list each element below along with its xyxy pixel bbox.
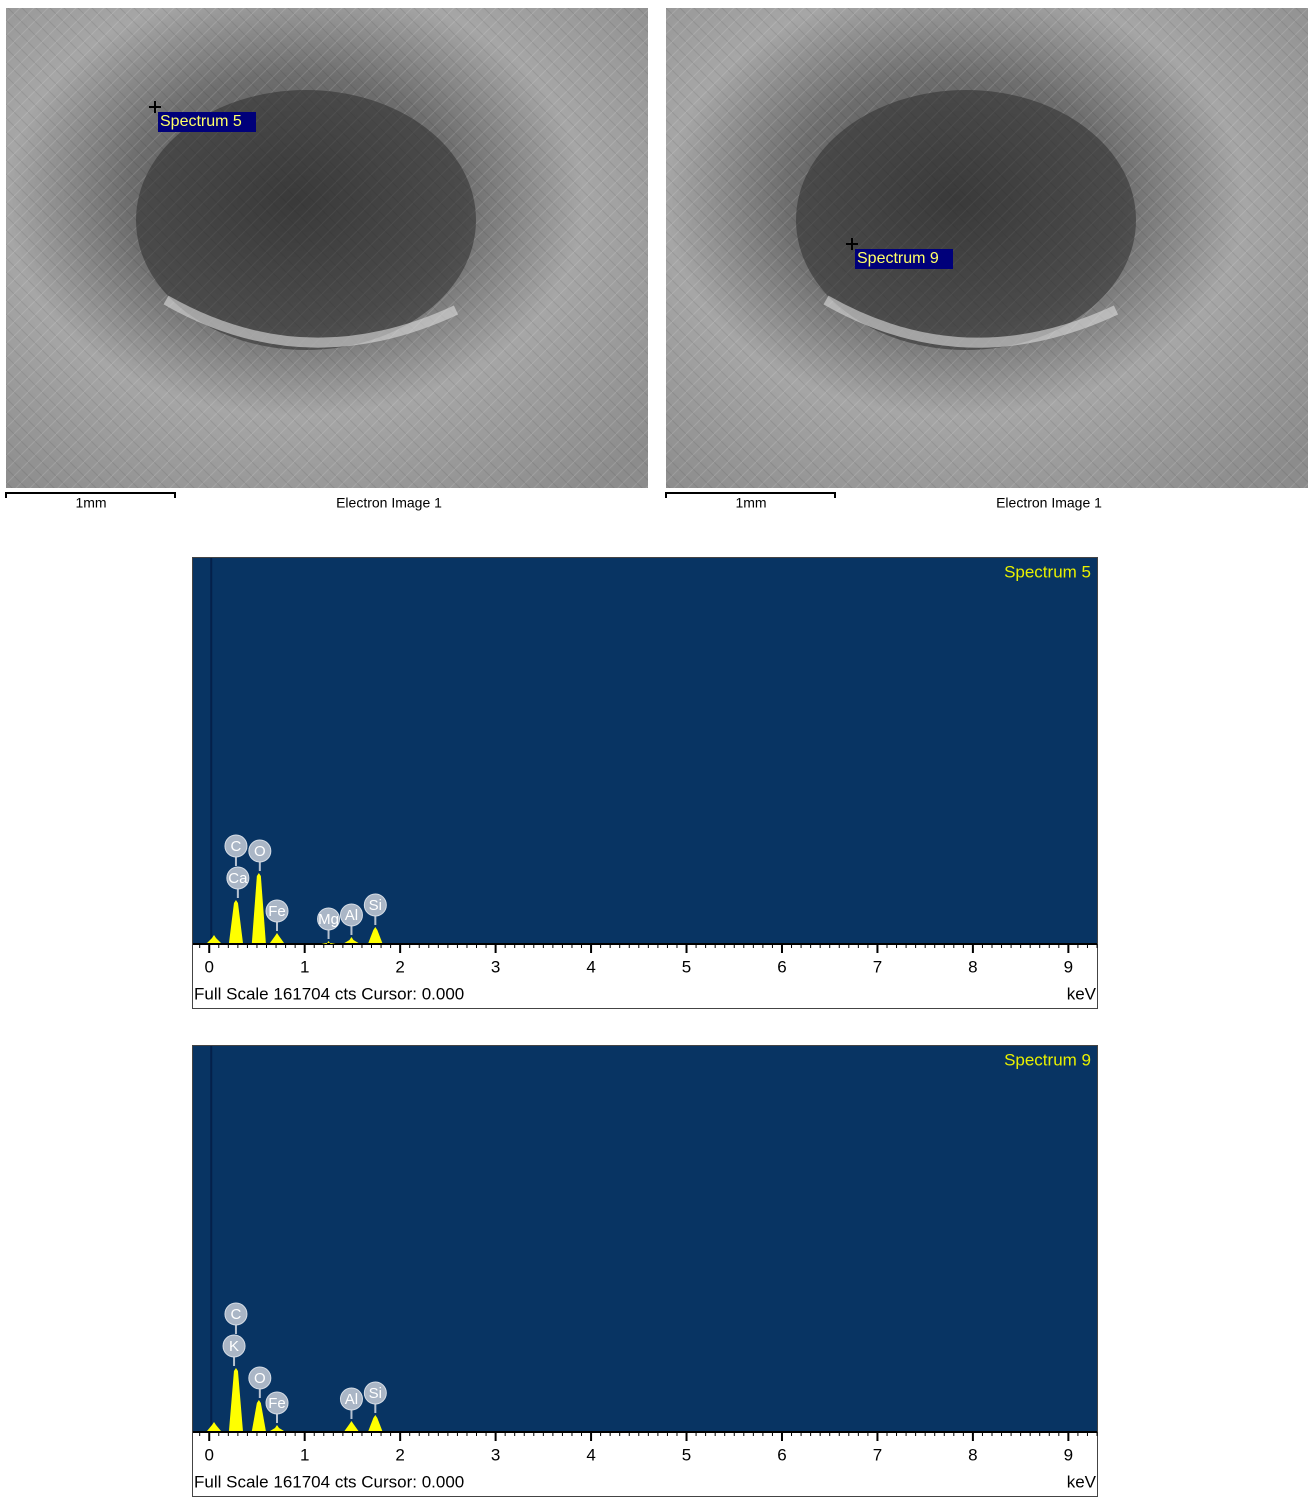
scale-label: 1mm [735, 495, 766, 511]
x-tick-label: 9 [1064, 1445, 1073, 1464]
x-tick-label: 0 [204, 1445, 213, 1464]
x-tick-label: 3 [491, 1445, 500, 1464]
x-tick-label: 6 [777, 957, 786, 976]
x-tick-label: 4 [586, 1445, 595, 1464]
spectrum-title: Spectrum 5 [1004, 562, 1091, 581]
element-label: O [254, 1370, 266, 1387]
element-label: O [254, 843, 266, 860]
x-tick-label: 3 [491, 957, 500, 976]
element-label: Fe [268, 1395, 286, 1412]
element-label: C [231, 1306, 242, 1323]
x-axis-label: keV [1067, 1472, 1097, 1491]
x-tick-label: 2 [395, 1445, 404, 1464]
plot-area [193, 558, 1097, 943]
x-tick-label: 0 [204, 957, 213, 976]
element-label: K [229, 1338, 239, 1355]
marker-label: Spectrum 9 [857, 250, 939, 267]
spectrum-title: Spectrum 9 [1004, 1050, 1091, 1069]
element-label: Si [369, 897, 382, 914]
x-tick-label: 6 [777, 1445, 786, 1464]
x-tick-label: 9 [1064, 957, 1073, 976]
scale-label: 1mm [75, 495, 106, 511]
x-tick-label: 1 [300, 1445, 309, 1464]
x-axis-label: keV [1067, 984, 1097, 1003]
element-label: Fe [268, 903, 286, 920]
footer: Full Scale 161704 cts Cursor: 0.000 [194, 1472, 464, 1491]
footer: Full Scale 161704 cts Cursor: 0.000 [194, 984, 464, 1003]
x-tick-label: 2 [395, 957, 404, 976]
element-label: Mg [318, 911, 339, 928]
marker-label: Spectrum 5 [160, 113, 242, 130]
x-tick-label: 4 [586, 957, 595, 976]
page: Spectrum 5 1mm Electron Image 1 Spectrum 9 1… [0, 0, 1309, 1497]
element-label: Al [345, 1391, 358, 1408]
image-caption: Electron Image 1 [336, 495, 442, 511]
x-tick-label: 8 [968, 1445, 977, 1464]
x-tick-label: 1 [300, 957, 309, 976]
figure: Spectrum 5 1mm Electron Image 1 Spectrum 9 1… [0, 0, 1309, 1497]
x-tick-label: 7 [873, 1445, 882, 1464]
x-tick-label: 5 [682, 957, 691, 976]
x-tick-label: 7 [873, 957, 882, 976]
element-label: Si [369, 1385, 382, 1402]
image-caption: Electron Image 1 [996, 495, 1102, 511]
element-label: C [231, 838, 242, 855]
element-label: Al [345, 907, 358, 924]
x-tick-label: 5 [682, 1445, 691, 1464]
x-tick-label: 8 [968, 957, 977, 976]
element-label: Ca [228, 870, 248, 887]
plot-area [193, 1046, 1097, 1431]
